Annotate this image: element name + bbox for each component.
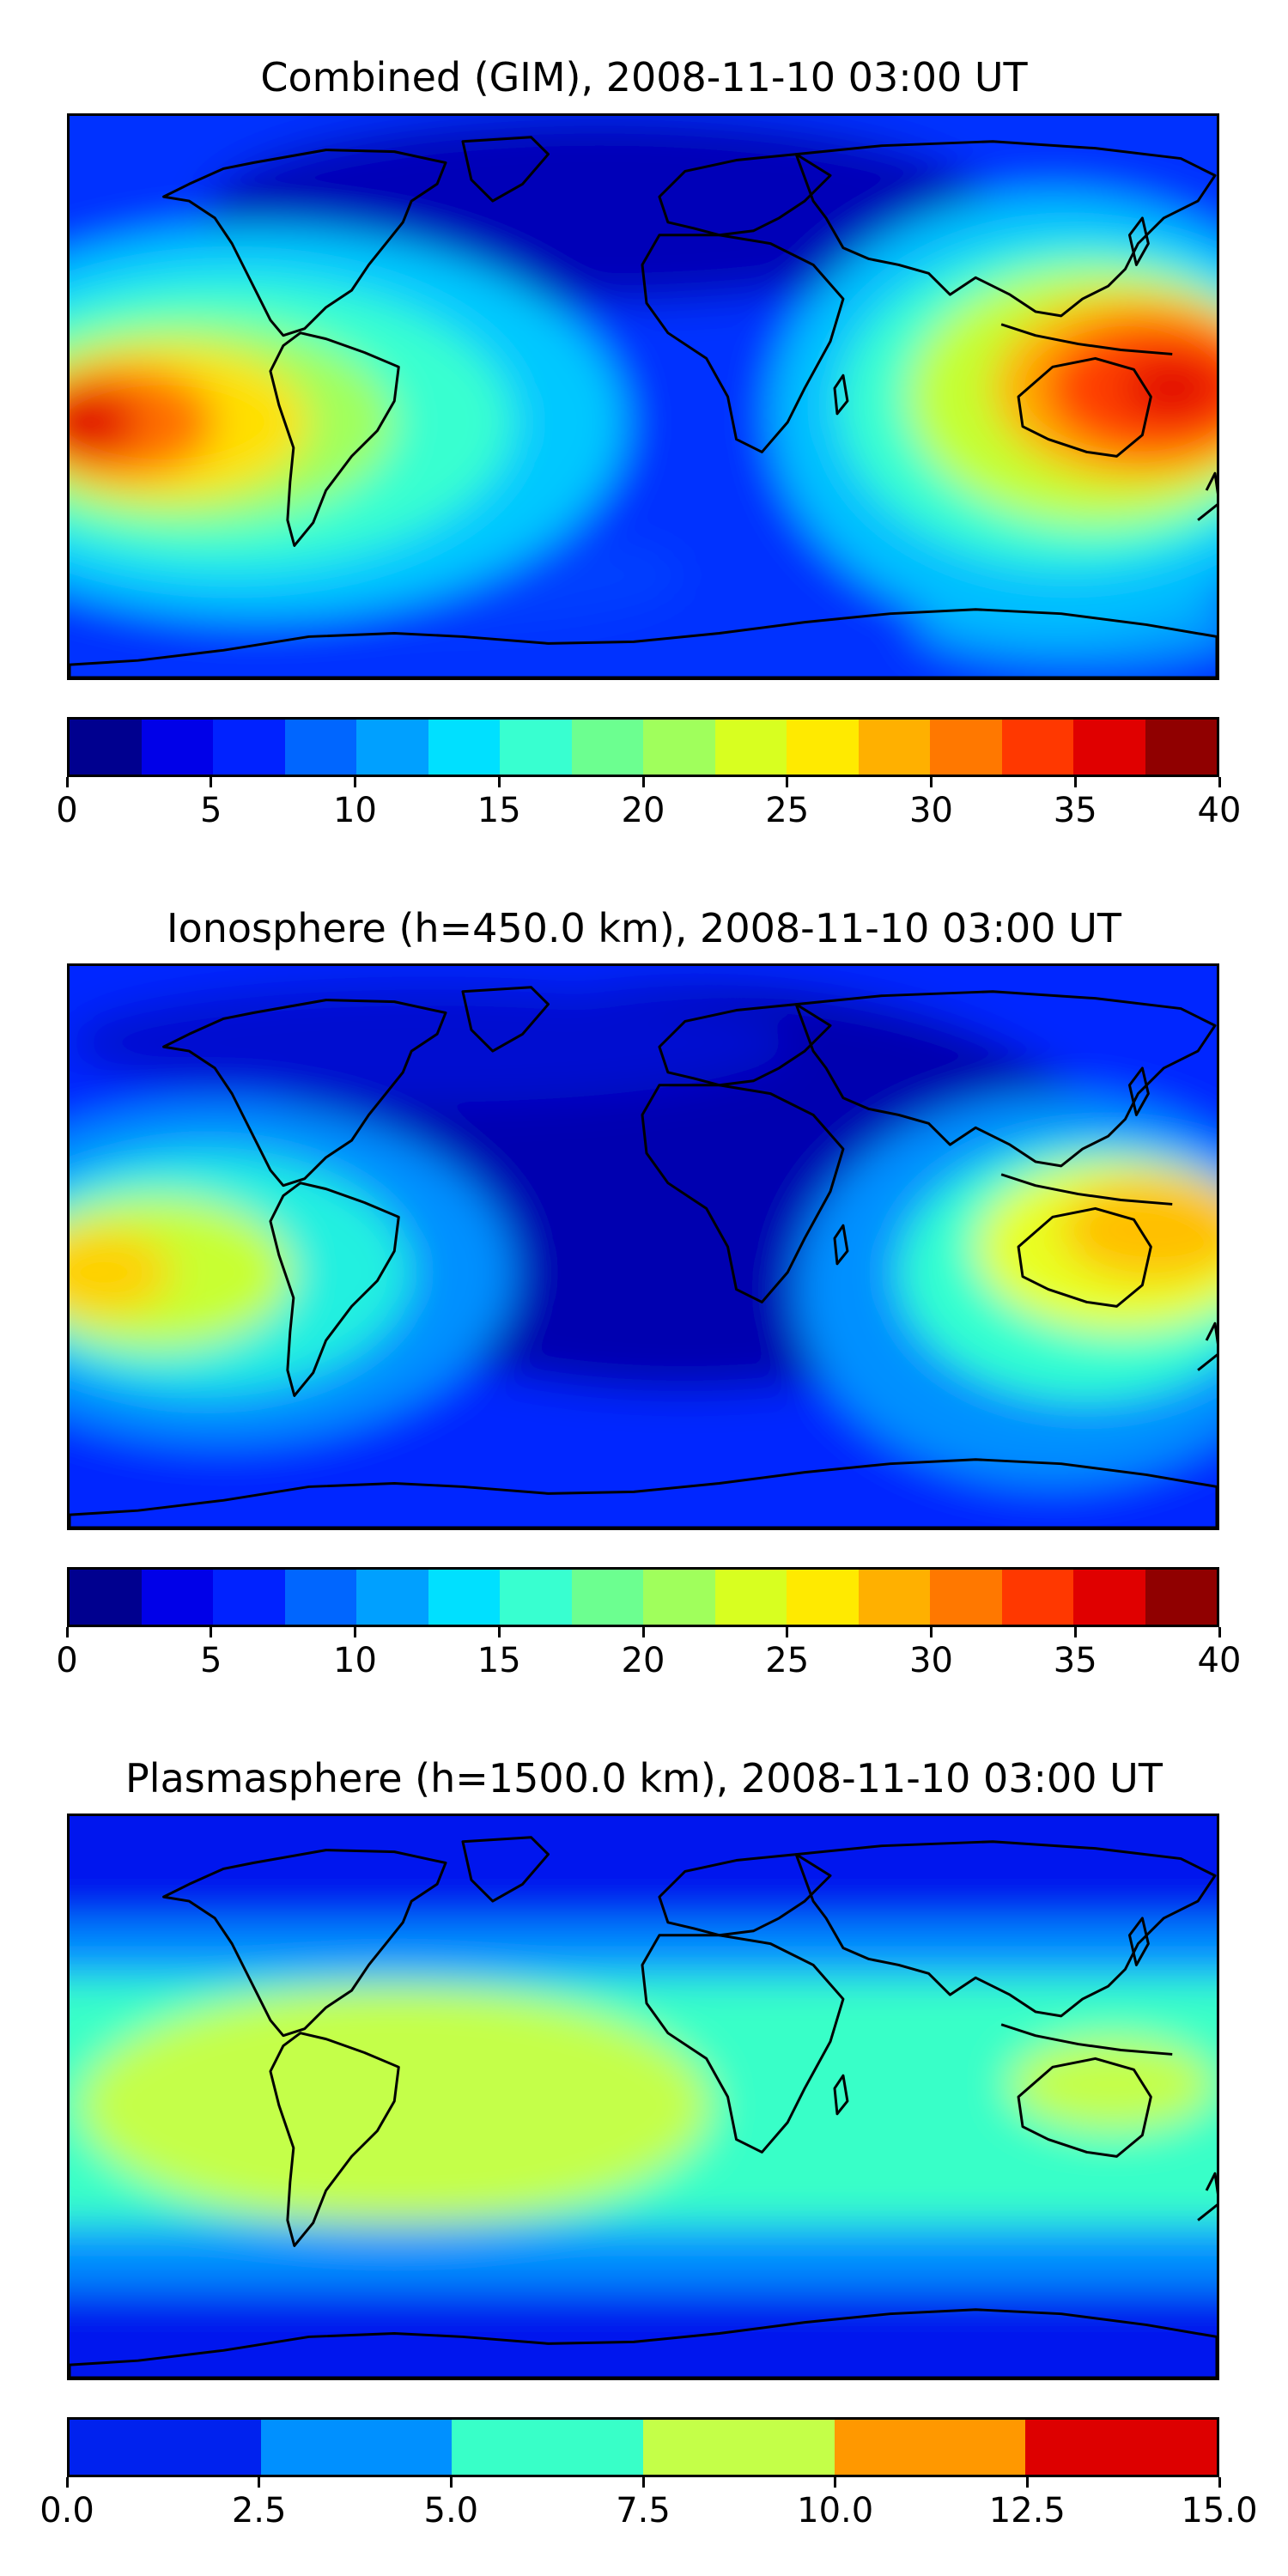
colorbar-tick-label: 40	[1197, 1641, 1242, 1680]
panel-title: Combined (GIM), 2008-11-10 03:00 UT	[260, 54, 1028, 100]
colorbar-tick-label: 5	[200, 1641, 222, 1680]
colorbar-tick-label: 25	[765, 791, 810, 830]
colorbar-segment	[356, 720, 428, 775]
colorbar-tick-label: 0.0	[39, 2491, 94, 2530]
colorbar-tick-label: 15	[477, 1641, 521, 1680]
colorbar-tick-label: 35	[1053, 1641, 1097, 1680]
colorbar-tick-label: 15.0	[1181, 2491, 1258, 2530]
panel-title: Ionosphere (h=450.0 km), 2008-11-10 03:0…	[167, 905, 1121, 951]
colorbar-segment	[1025, 2420, 1217, 2475]
colorbar-tick-label: 5.0	[423, 2491, 479, 2530]
colorbar-segment	[213, 720, 285, 775]
colorbar-segment	[284, 720, 356, 775]
colorbar	[67, 1567, 1219, 1627]
tec-field	[70, 116, 1217, 677]
colorbar-ticks: 0 5 10 15 20 25 30 35 40	[56, 1627, 1241, 1680]
colorbar-segment	[714, 1570, 787, 1625]
colorbar	[67, 2417, 1219, 2477]
colorbar-segment	[787, 720, 859, 775]
colorbar-segment	[1145, 1570, 1217, 1625]
tec-map	[67, 1814, 1219, 2380]
colorbar-segment	[787, 1570, 859, 1625]
colorbar-tick-label: 40	[1197, 791, 1242, 830]
colorbar-tick-label: 0	[56, 791, 78, 830]
colorbar-tick-label: 30	[909, 1641, 953, 1680]
colorbar-segment	[930, 720, 1002, 775]
colorbar-segment	[141, 720, 213, 775]
panel-title: Plasmasphere (h=1500.0 km), 2008-11-10 0…	[125, 1755, 1163, 1801]
tec-map	[67, 963, 1219, 1530]
colorbar-segment	[714, 720, 787, 775]
colorbar-tick-label: 10.0	[797, 2491, 874, 2530]
colorbar-segment	[930, 1570, 1002, 1625]
colorbar-segment	[428, 720, 500, 775]
colorbar-segment	[141, 1570, 213, 1625]
colorbar-segment	[70, 2420, 261, 2475]
colorbar-segment	[1073, 720, 1145, 775]
colorbar-segment	[213, 1570, 285, 1625]
colorbar-segment	[858, 1570, 930, 1625]
colorbar-tick-label: 7.5	[616, 2491, 671, 2530]
colorbar-segment	[356, 1570, 428, 1625]
colorbar-ticks: 0 5 10 15 20 25 30 35 40	[56, 777, 1241, 830]
colorbar-tick-label: 25	[765, 1641, 810, 1680]
colorbar-tick-label: 20	[621, 791, 665, 830]
colorbar-segment	[1145, 720, 1217, 775]
colorbar-segment	[284, 1570, 356, 1625]
colorbar-segment	[70, 1570, 142, 1625]
tec-map	[67, 113, 1219, 680]
colorbar-tick-label: 10	[333, 791, 377, 830]
colorbar-segment	[452, 2420, 644, 2475]
colorbar-segment	[260, 2420, 453, 2475]
colorbar-segment	[1001, 1570, 1073, 1625]
colorbar-segment	[571, 720, 643, 775]
colorbar-segment	[571, 1570, 643, 1625]
colorbar-tick-label: 20	[621, 1641, 665, 1680]
colorbar-segment	[500, 1570, 572, 1625]
colorbar-tick-label: 10	[333, 1641, 377, 1680]
colorbar-segment	[1073, 1570, 1145, 1625]
colorbar-ticks: 0.0 2.5 5.0 7.5 10.0 12.5 15.0	[39, 2477, 1258, 2530]
colorbar-segment	[858, 720, 930, 775]
colorbar-segment	[1001, 720, 1073, 775]
colorbar	[67, 717, 1219, 777]
tec-field	[70, 966, 1217, 1528]
tec-field	[70, 1816, 1217, 2378]
colorbar-segment	[643, 2420, 835, 2475]
colorbar-tick-label: 15	[477, 791, 521, 830]
colorbar-segment	[834, 2420, 1026, 2475]
colorbar-segment	[500, 720, 572, 775]
colorbar-segment	[428, 1570, 500, 1625]
colorbar-tick-label: 12.5	[988, 2491, 1066, 2530]
colorbar-segment	[643, 720, 715, 775]
colorbar-tick-label: 5	[200, 791, 222, 830]
colorbar-tick-label: 0	[56, 1641, 78, 1680]
colorbar-tick-label: 2.5	[231, 2491, 287, 2530]
colorbar-segment	[643, 1570, 715, 1625]
colorbar-segment	[70, 720, 142, 775]
colorbar-tick-label: 30	[909, 791, 953, 830]
colorbar-tick-label: 35	[1053, 791, 1097, 830]
